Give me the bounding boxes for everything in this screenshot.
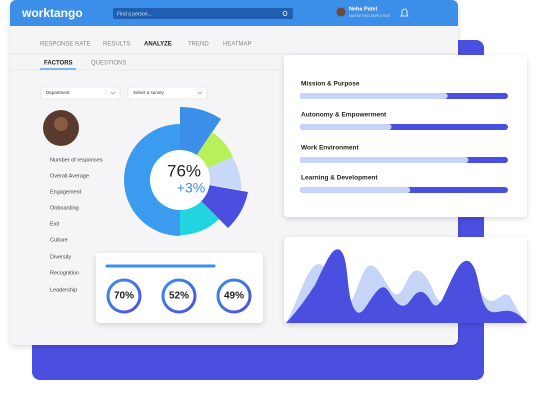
subtab-row: FACTORS QUESTIONS: [44, 61, 126, 67]
user-role: MARKETING EMPLOYEE: [349, 14, 391, 18]
factor-progress: [300, 93, 448, 99]
factor-item[interactable]: Recognition: [50, 270, 79, 276]
tab[interactable]: RESULTS: [103, 42, 130, 48]
tab[interactable]: RESPONSE RATE: [40, 42, 91, 48]
factor-item[interactable]: Engagement: [50, 189, 82, 195]
search-placeholder: Find a person...: [117, 11, 152, 17]
search-box[interactable]: [113, 8, 293, 19]
dropdown-caret: [197, 91, 203, 95]
score-ring: [161, 278, 197, 314]
factor-progress: [300, 157, 469, 163]
subtab[interactable]: QUESTIONS: [91, 61, 126, 67]
bell-icon[interactable]: [400, 8, 409, 17]
factor-label: Work Environment: [301, 145, 360, 152]
dropdown[interactable]: [40, 86, 121, 100]
profile-face: [54, 117, 68, 131]
factor-item[interactable]: Exit: [50, 221, 60, 227]
trend-waves: [286, 249, 527, 323]
donut-change: +3%: [177, 180, 205, 196]
score-ring: [106, 278, 142, 314]
donut-score: 76%: [167, 161, 201, 180]
factor-item[interactable]: Overall Average: [50, 173, 89, 179]
score-ring: [216, 278, 252, 314]
factor-bars: Mission & Purpose Autonomy & Empowerment W…: [300, 81, 508, 193]
factor-list: Number of responses Overall Average Engage…: [50, 157, 103, 293]
factor-progress: [300, 187, 411, 193]
tab[interactable]: ANALYZE: [144, 42, 172, 48]
factor-item[interactable]: Diversity: [50, 254, 71, 260]
tab[interactable]: HEATMAP: [223, 42, 252, 48]
factor-item[interactable]: Onboarding: [50, 205, 79, 211]
subtab[interactable]: FACTORS: [44, 61, 73, 67]
filters: Department Select a survey: [40, 86, 208, 100]
dropdown[interactable]: [127, 86, 208, 100]
score-value: 52%: [169, 291, 189, 302]
score-rings: 70% 52% 49%: [106, 278, 252, 314]
factor-progress: [300, 124, 392, 130]
factor-item[interactable]: Number of responses: [50, 157, 103, 163]
search-icon: [282, 11, 288, 16]
factor-label: Learning & Development: [301, 175, 378, 182]
logo: worktango: [21, 6, 83, 20]
user-name: Neha Patel: [349, 6, 378, 12]
donut-chart: [124, 106, 248, 236]
factor-item[interactable]: Leadership: [50, 287, 77, 293]
factor-item[interactable]: Culture: [50, 237, 68, 243]
user-avatar[interactable]: [336, 7, 346, 17]
tab[interactable]: TREND: [188, 42, 209, 48]
tab-row: RESPONSE RATE RESULTS ANALYZE TREND HEATMAP: [40, 42, 252, 48]
factor-label: Mission & Purpose: [301, 81, 360, 88]
score-value: 70%: [114, 291, 134, 302]
score-value: 49%: [224, 291, 244, 302]
factor-label: Autonomy & Empowerment: [301, 112, 387, 119]
dropdown-label: Department: [46, 90, 70, 95]
dropdown-caret: [110, 91, 116, 95]
dropdown-label: Select a survey: [133, 90, 165, 95]
